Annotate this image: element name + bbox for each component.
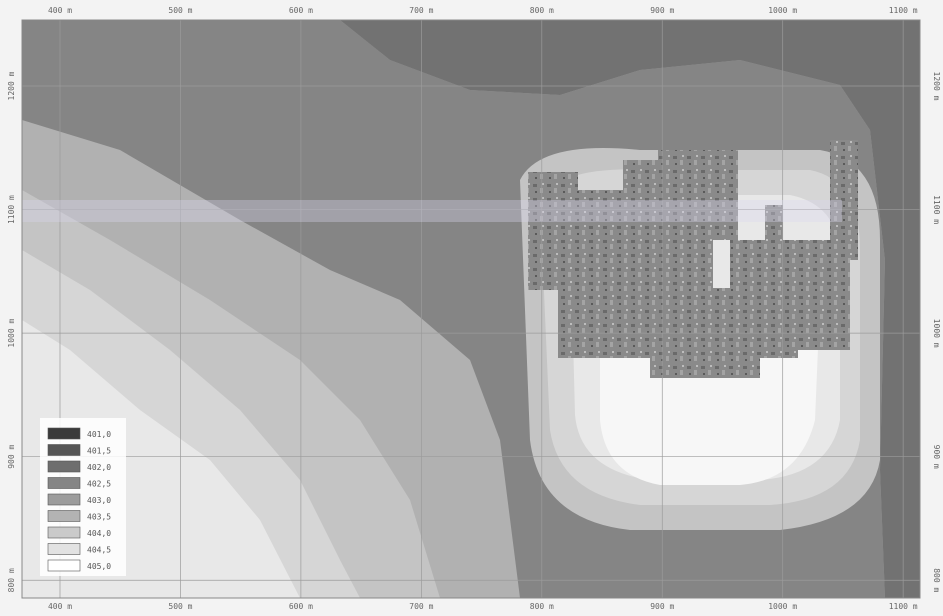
legend-swatch [47,543,81,555]
contour-4015 [340,20,920,598]
y-tick-label: 1200 m [7,71,16,100]
legend-label: 403,5 [87,513,111,522]
x-tick-label: 1100 m [889,602,918,611]
legend-swatch [47,444,81,456]
legend-swatch [47,559,81,572]
x-tick-label: 700 m [409,602,433,611]
x-tick-label: 600 m [289,602,313,611]
legend-swatch [47,510,81,522]
x-tick-label: 400 m [48,6,72,15]
map-border [21,19,921,599]
legend-swatch [47,460,81,473]
x-tick-label: 500 m [168,6,192,15]
x-tick-label: 400 m [48,602,72,611]
y-tick-label: 900 m [7,444,16,468]
y-tick-label: 900 m [932,445,941,469]
x-axis-top: 400 m 500 m 600 m 700 m 800 m 900 m 1000 m 1100… [48,6,918,15]
x-tick-label: 1000 m [768,602,797,611]
x-axis-bottom: 400 m 500 m 600 m 700 m 800 m 900 m 1000 m 1100… [48,602,918,611]
x-tick-label: 900 m [650,602,674,611]
legend-swatch [47,477,81,489]
legend-label: 402,5 [87,480,111,489]
legend-label: 401,5 [87,447,111,456]
y-tick-label: 800 m [932,568,941,592]
x-tick-label: 1100 m [889,6,918,15]
y-tick-label: 1000 m [932,319,941,348]
legend-label: 403,0 [87,496,111,505]
y-tick-label: 1200 m [932,72,941,101]
legend-label: 401,0 [87,430,111,439]
y-tick-label: 1100 m [932,195,941,224]
x-tick-label: 600 m [289,6,313,15]
y-tick-label: 800 m [7,568,16,592]
y-tick-label: 1100 m [7,195,16,224]
legend-label: 402,0 [87,463,111,472]
y-tick-label: 1000 m [7,319,16,348]
excavation-mosaic [528,140,858,378]
x-tick-label: 1000 m [768,6,797,15]
x-tick-label: 500 m [168,602,192,611]
legend-label: 404,5 [87,546,111,555]
x-tick-label: 800 m [530,6,554,15]
legend-label: 405,0 [87,562,111,571]
x-tick-label: 800 m [530,602,554,611]
y-axis-right: 1200 m 1100 m 1000 m 900 m 800 m [932,72,941,593]
legend-swatch [47,493,81,506]
elevation-legend: 401,0 401,5 402,0 402,5 403,0 403,5 404,0 404,5… [40,418,126,576]
x-tick-label: 900 m [650,6,674,15]
grid-lines [22,20,920,598]
y-axis-left: 1200 m 1100 m 1000 m 900 m 800 m [7,71,16,592]
legend-swatch [47,427,81,440]
legend-label: 404,0 [87,529,111,538]
scan-artifact [22,200,842,222]
x-tick-label: 700 m [409,6,433,15]
legend-swatch [47,526,81,539]
